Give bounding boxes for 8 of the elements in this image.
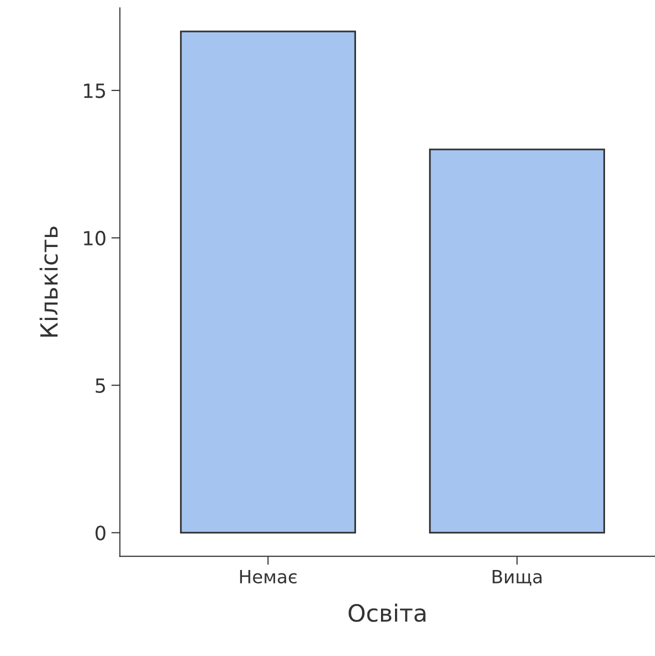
y-tick-label: 15	[84, 84, 105, 98]
y-tick-label: 5	[96, 378, 105, 393]
x-axis-title: Освіта	[348, 604, 426, 622]
x-tick-label: Немає	[240, 570, 297, 584]
y-axis-title: Кількість	[40, 226, 58, 337]
y-tick-label: 0	[96, 526, 106, 540]
x-tick-label: Вища	[492, 570, 542, 586]
y-tick-label: 10	[84, 230, 106, 246]
